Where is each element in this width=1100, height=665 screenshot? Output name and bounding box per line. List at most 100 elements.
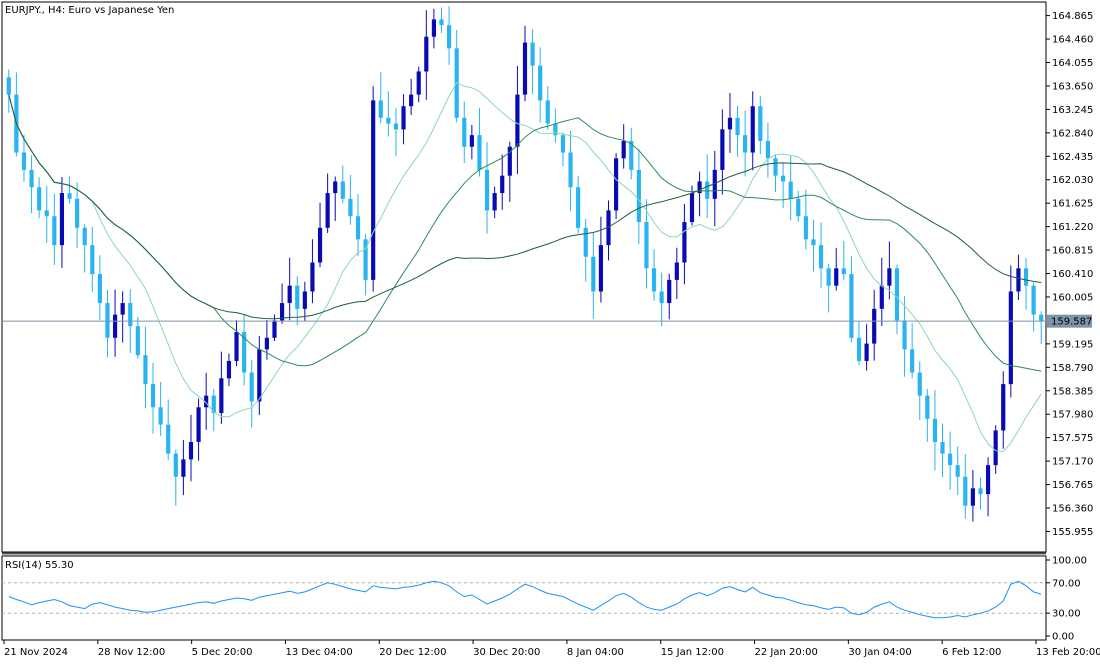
candle-body [196,407,201,442]
y-tick-label: 156.360 [1052,504,1093,515]
candle-body [325,193,330,228]
x-tick-label: 30 Dec 20:00 [473,647,540,658]
candle-body [636,169,641,222]
candle-body [173,453,178,477]
y-tick-label: 162.840 [1052,128,1093,139]
candle-body [264,337,269,350]
candle-body [21,152,27,170]
candle-body [606,210,611,246]
candle-body [1023,268,1029,286]
candle-body [856,337,862,361]
candle-body [1001,384,1006,431]
candle-body [6,77,11,95]
y-tick-label: 157.575 [1052,433,1093,444]
x-tick-label: 30 Jan 04:00 [848,647,911,658]
y-tick-label: 160.815 [1052,246,1093,257]
price-pane: 164.865 164.460 164.055 163.650 163.245 162.8… [1,1,1093,553]
candle-body [340,181,345,199]
candle-body [522,42,528,95]
rsi-tick-label: 70.00 [1052,578,1081,589]
candle-body [985,465,991,495]
candle-body [272,320,277,338]
rsi-frame [1,555,1047,641]
candle-body [545,100,550,124]
candle-body [249,372,254,402]
candle-body [705,181,710,199]
candle-body [667,279,672,304]
y-tick-label: 163.650 [1052,81,1093,92]
candle-body [727,117,733,130]
candle-body [834,268,839,286]
candle-body [697,181,702,194]
candle-body [955,465,960,477]
y-tick-label: 164.460 [1052,35,1093,46]
current-price-label: 159.587 [1051,317,1092,328]
candle-body [59,193,65,246]
candle-body [583,227,588,257]
candle-body [978,488,983,495]
candle-body [811,239,816,246]
candle-body [879,285,884,309]
candle-body [431,19,436,37]
candle-body [181,459,186,477]
candle-body [515,94,520,147]
candle-body [492,193,497,211]
y-tick-label: 163.245 [1052,105,1093,116]
candle-body [932,418,938,442]
rsi-tick-label: 0.00 [1052,632,1074,643]
candle-body [462,117,467,147]
candle-body [598,245,603,292]
candle-body [948,453,953,466]
candle-body [864,343,869,361]
candle-body [52,216,57,246]
candle-body [257,349,262,402]
candle-body [333,181,338,194]
candle-body [841,268,846,275]
candle-body [158,407,163,425]
candle-body [781,175,786,182]
price-frame [1,1,1047,553]
candle-body [629,140,634,170]
x-tick-label: 13 Dec 04:00 [285,647,352,658]
rsi-line [8,580,1042,619]
y-tick-label: 159.195 [1052,339,1093,350]
candle-body [765,140,771,159]
rsi-pane: 100.00 70.00 30.00 0.00 [1,555,1087,643]
candle-body [355,216,361,240]
candle-body [44,210,49,217]
y-tick-label: 162.030 [1052,175,1093,186]
candle-body [75,198,80,228]
candle-body [538,65,543,101]
candle-body [97,274,102,304]
y-tick-label: 157.980 [1052,410,1093,421]
candle-body [401,106,406,130]
candle-body [720,129,725,170]
candle-body [363,239,368,280]
candle-body [887,268,892,286]
candle-body [925,395,930,419]
candle-body [386,117,391,124]
candle-body [758,106,763,141]
rsi-tick-label: 30.00 [1052,609,1081,620]
candle-body [310,262,315,292]
x-tick-label: 5 Dec 20:00 [192,647,253,658]
candle-body [826,268,831,286]
candle-body [447,25,452,49]
candle-body [67,193,72,199]
candle-body [128,303,133,327]
candle-body [90,245,95,275]
candle-body [712,169,717,199]
y-tick-label: 161.625 [1052,199,1093,210]
candle-body [963,476,968,506]
candle-body [234,332,239,361]
candle-body [1039,314,1044,322]
candle-body [371,100,376,280]
candle-body [469,135,474,147]
ma-fast-line [8,81,1042,453]
candle-body [477,135,482,170]
candle-body [150,384,156,408]
y-tick-label: 160.410 [1052,269,1093,280]
candle-body [773,158,778,176]
y-tick-label: 164.865 [1052,11,1093,22]
